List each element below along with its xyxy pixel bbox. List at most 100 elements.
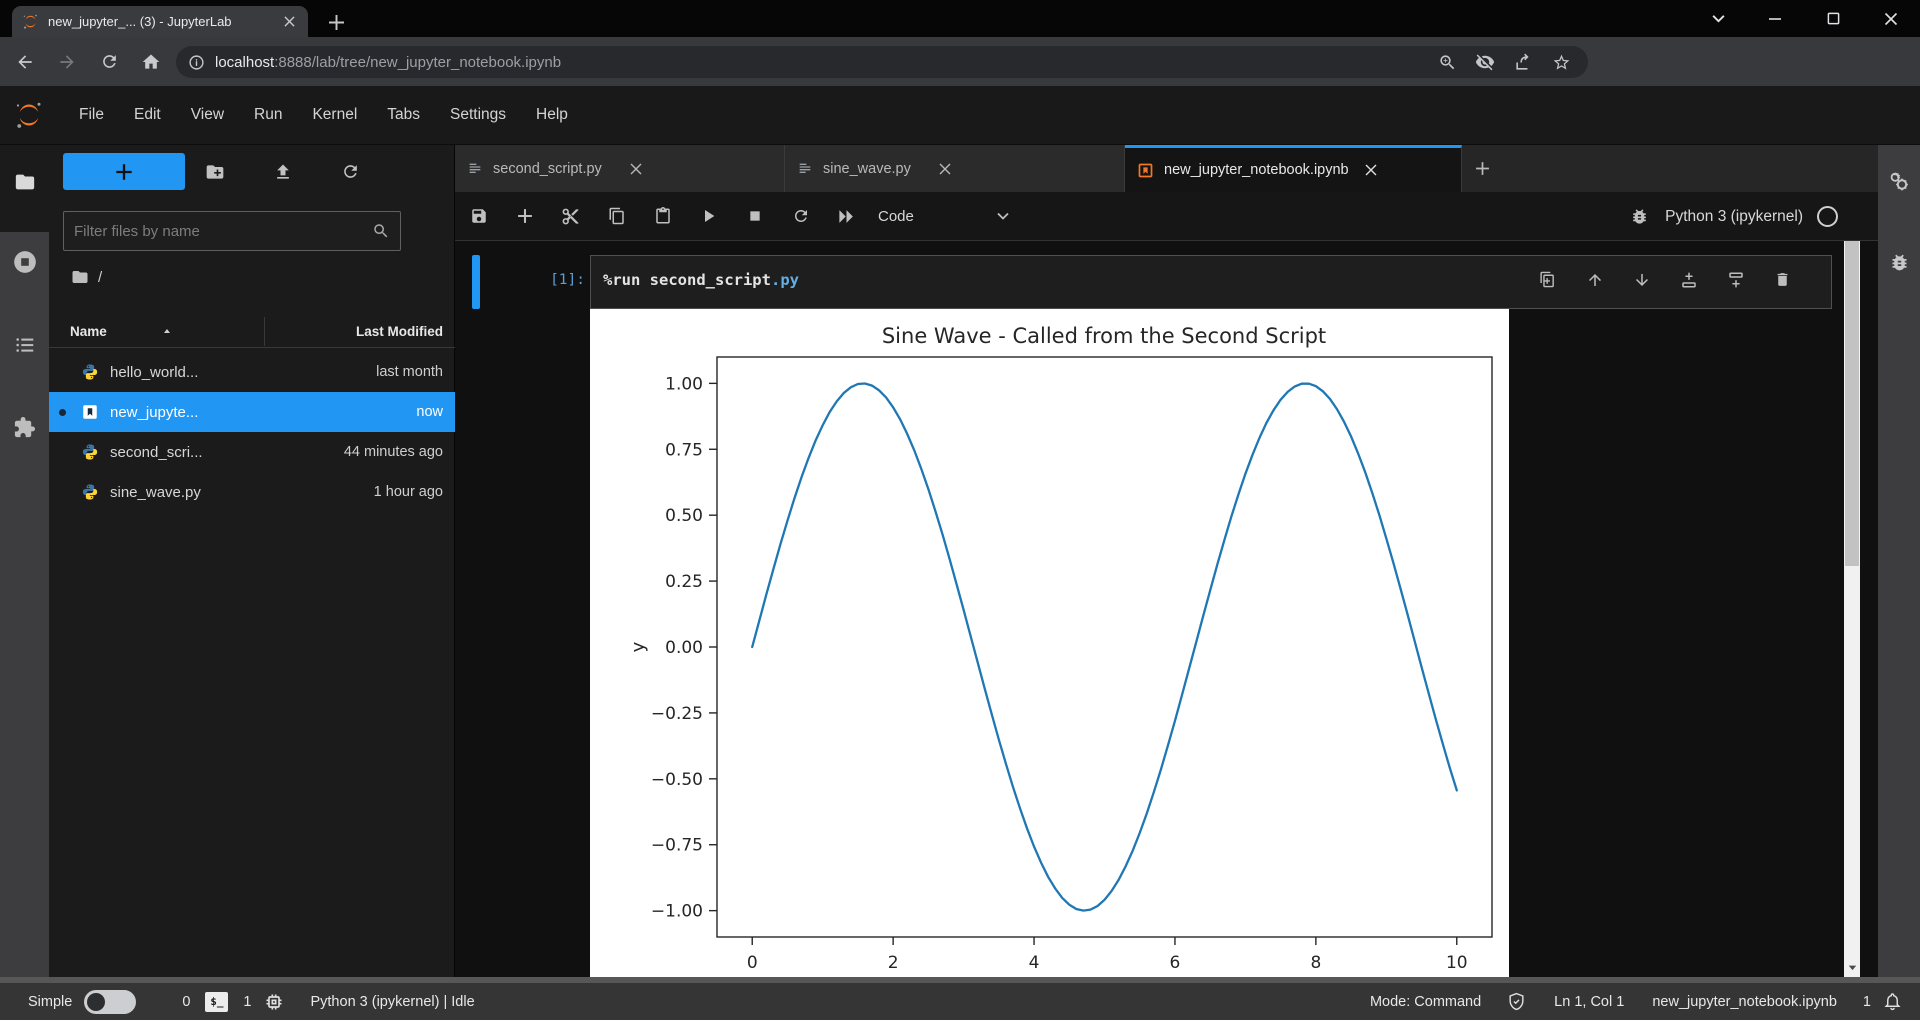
file-row-second-script[interactable]: second_scri... 44 minutes ago <box>49 432 455 472</box>
file-row-sine-wave[interactable]: sine_wave.py 1 hour ago <box>49 472 455 512</box>
kernel-name[interactable]: Python 3 (ipykernel) <box>1665 207 1803 225</box>
doc-tab-new-jupyter-notebook[interactable]: new_jupyter_notebook.ipynb <box>1125 145 1462 192</box>
file-row-new-jupyter-notebook[interactable]: new_jupyte... now <box>49 392 455 432</box>
new-tab-button[interactable] <box>322 8 350 36</box>
menu-kernel[interactable]: Kernel <box>312 106 358 123</box>
move-cell-down-icon[interactable] <box>1627 265 1656 294</box>
cell-type-dropdown[interactable]: Code <box>878 208 1010 225</box>
upload-button[interactable] <box>263 153 303 190</box>
scrollbar-thumb[interactable] <box>1845 241 1859 566</box>
share-icon[interactable] <box>1508 47 1538 77</box>
insert-cell-icon[interactable] <box>509 199 540 233</box>
file-browser-tab-icon[interactable] <box>0 160 49 204</box>
browser-tab[interactable]: new_jupyter_... (3) - JupyterLab <box>12 6 308 37</box>
duplicate-cell-icon[interactable] <box>1533 265 1562 294</box>
menu-help[interactable]: Help <box>536 106 568 123</box>
menu-view[interactable]: View <box>190 106 225 123</box>
refresh-file-list-button[interactable] <box>330 153 370 190</box>
menu-file[interactable]: File <box>79 106 104 123</box>
column-name[interactable]: Name <box>70 323 107 339</box>
doc-tab-sine-wave[interactable]: sine_wave.py <box>785 145 1125 192</box>
address-bar[interactable]: localhost:8888/lab/tree/new_jupyter_note… <box>176 46 1588 78</box>
bell-icon[interactable] <box>1883 992 1902 1011</box>
kernel-chip-icon <box>264 992 284 1012</box>
cell-editor[interactable]: %run second_script.py <box>590 255 1832 309</box>
svg-text:2: 2 <box>888 953 899 973</box>
run-cell-icon[interactable] <box>693 199 724 233</box>
filter-files-input[interactable] <box>74 222 372 240</box>
site-info-icon[interactable] <box>188 54 205 71</box>
window-close-button[interactable] <box>1868 0 1914 37</box>
tab-search-icon[interactable] <box>1695 0 1741 37</box>
table-of-contents-icon[interactable] <box>0 323 49 367</box>
paste-cells-icon[interactable] <box>647 199 678 233</box>
window-minimize-button[interactable] <box>1752 0 1798 37</box>
menu-edit[interactable]: Edit <box>133 106 161 123</box>
move-cell-up-icon[interactable] <box>1580 265 1609 294</box>
cursor-position[interactable]: Ln 1, Col 1 <box>1554 993 1625 1010</box>
new-folder-button[interactable] <box>195 153 235 190</box>
doc-tab-second-script[interactable]: second_script.py <box>455 145 785 192</box>
left-activity-bar <box>0 145 49 977</box>
menu-settings[interactable]: Settings <box>450 106 507 123</box>
cell-input-collapser[interactable] <box>472 255 480 309</box>
notebook-file-icon <box>83 405 97 419</box>
interrupt-kernel-icon[interactable] <box>739 199 770 233</box>
breadcrumb-root[interactable]: / <box>98 268 103 286</box>
menu-tabs[interactable]: Tabs <box>387 106 421 123</box>
simple-mode-toggle[interactable] <box>84 989 137 1014</box>
window-maximize-button[interactable] <box>1810 0 1856 37</box>
reload-icon[interactable] <box>92 45 126 79</box>
notebook-mode[interactable]: Mode: Command <box>1369 993 1482 1010</box>
browser-toolbar: localhost:8888/lab/tree/new_jupyter_note… <box>0 37 1920 112</box>
trust-shield-icon[interactable] <box>1507 992 1526 1011</box>
column-last-modified[interactable]: Last Modified <box>356 323 443 339</box>
notebook-scrollbar[interactable] <box>1844 241 1860 977</box>
debugger-bug-icon[interactable] <box>1630 207 1649 226</box>
add-tab-button[interactable] <box>1462 145 1502 192</box>
svg-text:0.50: 0.50 <box>665 506 703 526</box>
extension-manager-icon[interactable] <box>0 405 49 449</box>
tab-close-icon[interactable] <box>280 13 298 31</box>
property-inspector-icon[interactable] <box>1878 160 1920 204</box>
zoom-icon[interactable] <box>1432 47 1462 77</box>
kernel-status-icon[interactable] <box>1817 206 1838 227</box>
svg-text:10: 10 <box>1446 953 1468 973</box>
file-modified: now <box>416 404 443 420</box>
debugger-panel-icon[interactable] <box>1878 240 1920 284</box>
close-tab-icon[interactable] <box>935 159 955 179</box>
cut-cells-icon[interactable] <box>555 199 586 233</box>
close-tab-icon[interactable] <box>1361 160 1381 180</box>
scrollbar-down-arrow-icon[interactable] <box>1844 959 1860 975</box>
sine-wave-figure: Sine Wave - Called from the Second Scrip… <box>590 309 1509 977</box>
save-icon[interactable] <box>463 199 494 233</box>
doc-tab-label: second_script.py <box>493 160 602 177</box>
restart-kernel-icon[interactable] <box>785 199 816 233</box>
url-host: localhost <box>215 53 275 71</box>
jupyterlab-main: / Name Last Modified hello_world... last… <box>0 145 1920 977</box>
menu-run[interactable]: Run <box>254 106 283 123</box>
filter-files-box <box>63 211 401 251</box>
restart-run-all-icon[interactable] <box>831 199 862 233</box>
sort-ascending-icon[interactable] <box>161 325 173 337</box>
running-sessions-icon[interactable] <box>0 240 49 284</box>
insert-cell-below-icon[interactable] <box>1721 265 1750 294</box>
browser-tab-title: new_jupyter_... (3) - JupyterLab <box>48 14 232 29</box>
file-row-hello-world[interactable]: hello_world... last month <box>49 352 455 392</box>
close-tab-icon[interactable] <box>626 159 646 179</box>
file-name: new_jupyte... <box>110 403 199 421</box>
breadcrumb[interactable]: / <box>71 263 102 291</box>
insert-cell-above-icon[interactable] <box>1674 265 1703 294</box>
jupyter-favicon-icon <box>22 13 39 30</box>
forward-icon[interactable] <box>50 45 84 79</box>
kernels-count: 1 <box>243 993 252 1010</box>
bookmark-star-icon[interactable] <box>1546 47 1576 77</box>
home-icon[interactable] <box>134 45 168 79</box>
delete-cell-icon[interactable] <box>1768 265 1797 294</box>
kernel-status-text[interactable]: Python 3 (ipykernel) | Idle <box>310 993 475 1010</box>
active-filename[interactable]: new_jupyter_notebook.ipynb <box>1652 993 1837 1010</box>
new-launcher-button[interactable] <box>63 153 185 190</box>
reading-mode-off-icon[interactable] <box>1470 47 1500 77</box>
back-icon[interactable] <box>8 45 42 79</box>
copy-cells-icon[interactable] <box>601 199 632 233</box>
